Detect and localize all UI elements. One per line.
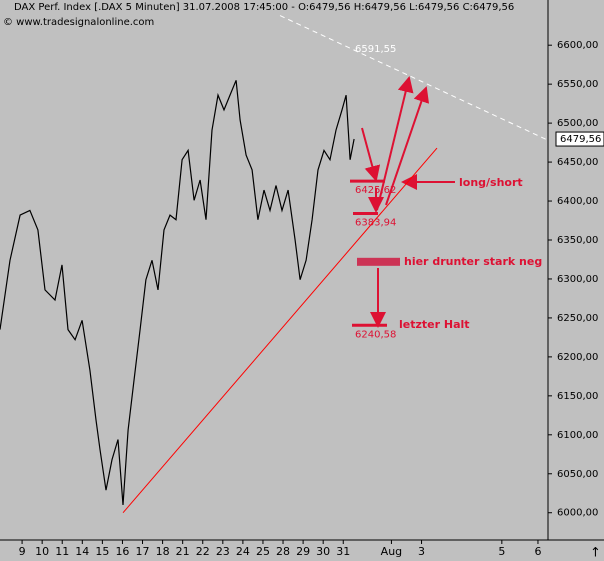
annotation: letzter Halt (399, 318, 470, 331)
level-label: 6425,62 (355, 185, 396, 196)
y-tick-label: 6150,00 (557, 391, 598, 402)
arrows (361, 76, 455, 328)
y-tick-label: 6600,00 (557, 40, 598, 51)
x-tick-label: 15 (95, 545, 109, 558)
x-tick-label: 3 (418, 545, 425, 558)
y-tick-label: 6550,00 (557, 79, 598, 90)
arrow (361, 127, 381, 182)
resistance-line (279, 15, 549, 141)
y-tick-label: 6300,00 (557, 274, 598, 285)
zone (357, 257, 400, 266)
x-tick-label: 25 (256, 545, 270, 558)
level-label: 6383,94 (355, 218, 396, 229)
x-tick-label: 30 (316, 545, 330, 558)
x-tick-label: 18 (156, 545, 170, 558)
y-tick-label: 6500,00 (557, 118, 598, 129)
y-tick-label: 6400,00 (557, 196, 598, 207)
x-tick-label: 11 (55, 545, 69, 558)
x-tick-label: Aug (381, 545, 402, 558)
x-tick-label: 22 (196, 545, 210, 558)
x-tick-label: 17 (136, 545, 150, 558)
last-value-box (555, 131, 604, 147)
level-label: 6240,58 (355, 329, 396, 340)
y-tick-label: 6350,00 (557, 235, 598, 246)
arrow (376, 76, 414, 211)
x-tick-label: 9 (19, 545, 26, 558)
arrow (385, 86, 430, 206)
x-tick-label: 6 (534, 545, 541, 558)
annotation: hier drunter stark neg (404, 255, 542, 268)
x-tick-label: 16 (115, 545, 129, 558)
scroll-arrow[interactable]: ↑ (590, 546, 601, 561)
y-tick-label: 6450,00 (557, 157, 598, 168)
price-line (0, 80, 355, 505)
chart-title: DAX Perf. Index [.DAX 5 Minuten] 31.07.2… (14, 2, 514, 13)
x-tick-label: 24 (236, 545, 250, 558)
x-tick-label: 21 (176, 545, 190, 558)
x-tick-label: 23 (216, 545, 230, 558)
chart-subtitle: © www.tradesignalonline.com (3, 17, 154, 28)
x-tick-label: 14 (75, 545, 89, 558)
level-label: 6591,55 (355, 44, 396, 55)
y-tick-label: 6250,00 (557, 313, 598, 324)
last-value-label: 6479,56 (560, 134, 601, 145)
x-tick-label: 5 (498, 545, 505, 558)
x-tick-label: 10 (35, 545, 49, 558)
y-tick-label: 6050,00 (557, 469, 598, 480)
x-tick-label: 29 (296, 545, 310, 558)
trendline (122, 147, 438, 514)
x-tick-label: 31 (336, 545, 350, 558)
y-tick-label: 6100,00 (557, 430, 598, 441)
x-tick-label: 28 (276, 545, 290, 558)
y-tick-label: 6200,00 (557, 352, 598, 363)
annotation: long/short (459, 176, 523, 189)
y-tick-label: 6000,00 (557, 508, 598, 519)
